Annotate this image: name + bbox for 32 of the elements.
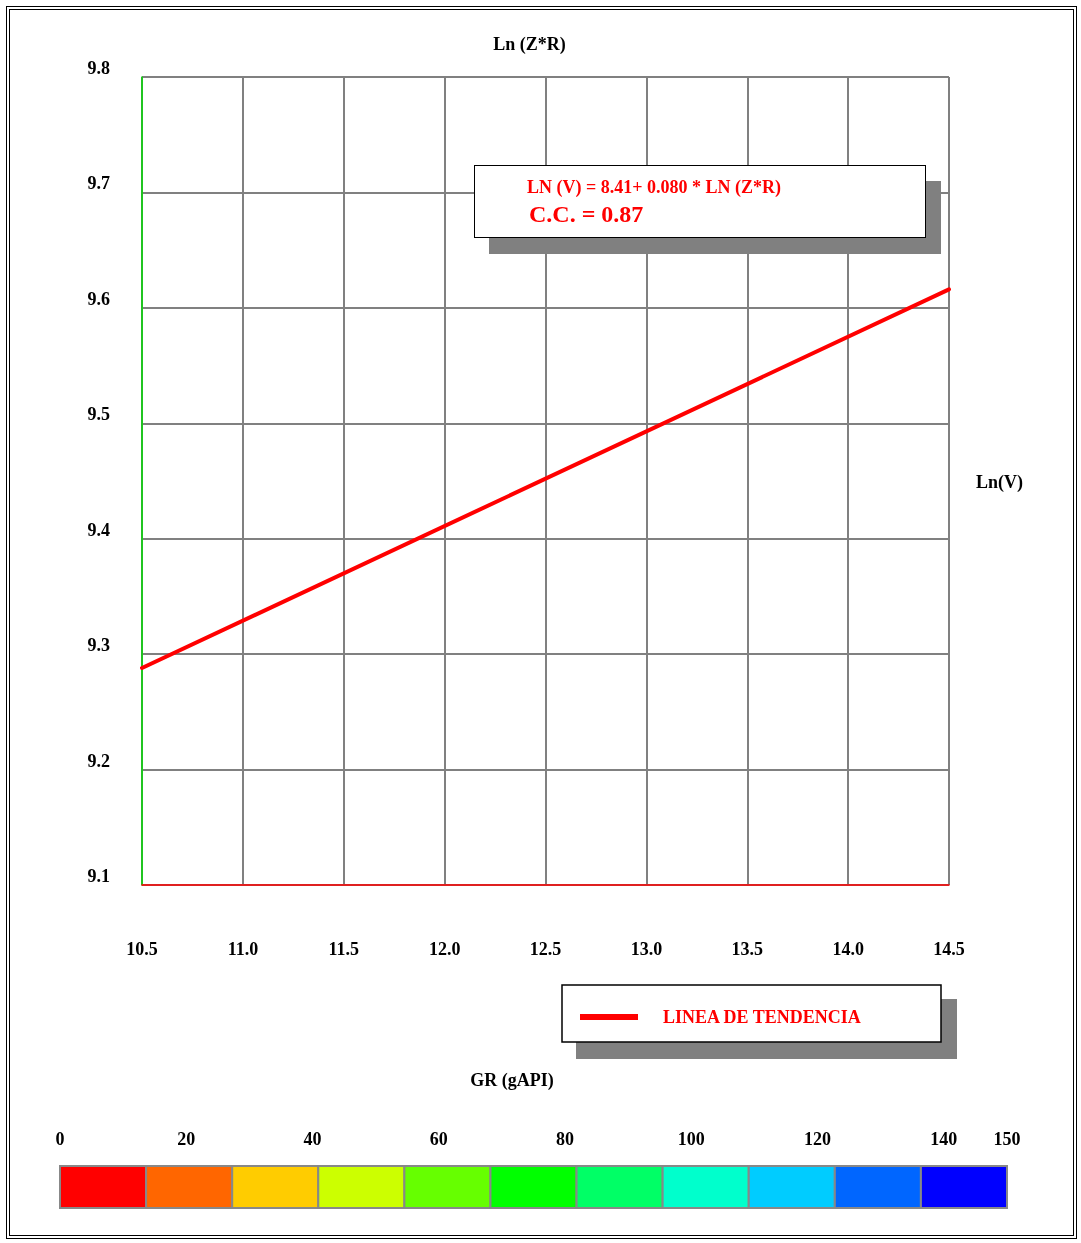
color-bar-label: 0: [55, 1129, 65, 1149]
y-axis-title: Ln(V): [976, 472, 1024, 493]
color-bar-label: 120: [804, 1129, 832, 1149]
color-bar-label: 40: [303, 1129, 322, 1149]
x-axis-title: Ln (Z*R): [493, 34, 566, 55]
legend-label: LINEA DE TENDENCIA: [663, 1007, 861, 1027]
y-tick-label: 9.2: [87, 750, 110, 771]
color-bar-label: 100: [677, 1129, 705, 1149]
color-bar-label: 150: [993, 1129, 1021, 1149]
x-tick-label: 14.5: [933, 939, 965, 959]
y-tick-label: 9.6: [87, 288, 110, 309]
color-bar-title: GR (gAPI): [470, 1070, 554, 1091]
text: 14.0: [832, 939, 864, 959]
color-bar-label: 60: [429, 1129, 448, 1149]
x-tick-label: 12.5: [529, 939, 562, 959]
y-tick-label: 9.4: [87, 519, 110, 540]
y-tick-label: 9.3: [87, 635, 110, 656]
text: 13.0: [630, 939, 663, 959]
y-tick-label: 9.8: [87, 58, 110, 78]
annotation: C.C. = 0.87: [529, 201, 644, 228]
x-tick-label: 13.5: [731, 939, 763, 959]
y-tick-label: 9.5: [87, 404, 110, 425]
color-bar-label: 140: [930, 1129, 958, 1149]
text: 11.0: [227, 939, 259, 959]
text: 12.0: [428, 939, 461, 959]
x-tick-label: 11.5: [328, 939, 360, 959]
y-tick-label: 9.1: [87, 866, 110, 886]
y-tick-label: 9.7: [87, 173, 110, 194]
color-bar-label: 20: [177, 1129, 196, 1149]
annotation: LN (V) = 8.41+ 0.080 * LN (Z*R): [527, 177, 782, 198]
x-tick-label: 10.5: [126, 939, 158, 959]
color-bar-label: 80: [556, 1129, 575, 1149]
